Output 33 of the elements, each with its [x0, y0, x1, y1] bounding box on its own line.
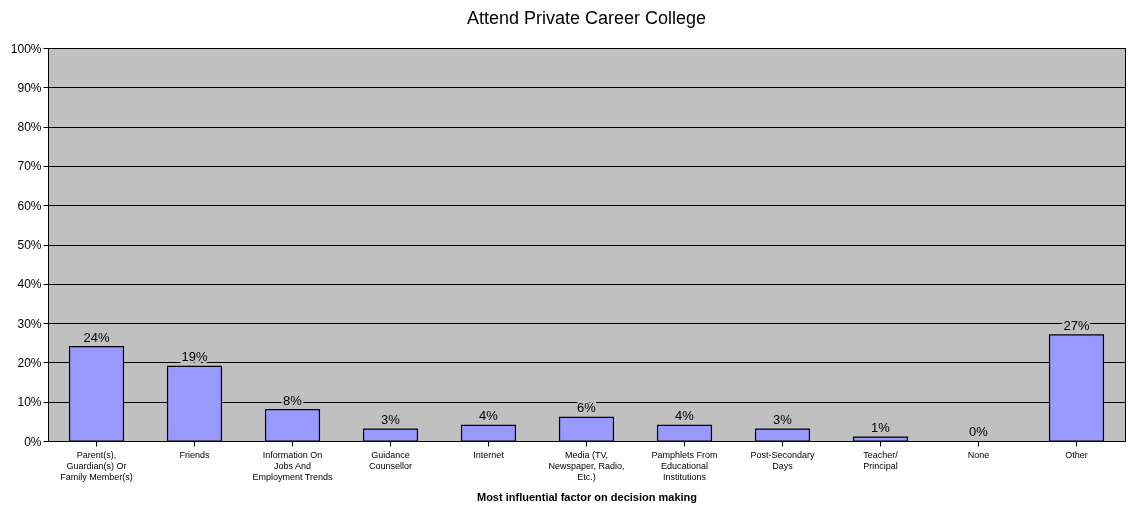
data-label: 4% — [675, 408, 695, 424]
x-tick-label: Internet — [473, 449, 505, 460]
y-tick-label: 70% — [17, 159, 42, 174]
x-tick-label: Teacher/ Principal — [863, 449, 899, 471]
data-label: 3% — [773, 412, 793, 428]
x-tick-label: Information On Jobs And Employment Trends — [252, 449, 334, 482]
x-tick-label: None — [967, 449, 990, 460]
chart-title: Attend Private Career College — [466, 8, 707, 28]
y-tick-label: 50% — [17, 238, 42, 252]
data-label: 19% — [181, 349, 208, 365]
y-tick-label: 30% — [17, 316, 42, 331]
data-label: 0% — [969, 424, 989, 439]
y-tick-label: 60% — [17, 198, 42, 213]
y-tick-label: 10% — [17, 395, 42, 410]
data-label: 1% — [871, 420, 891, 436]
y-tick-label: 90% — [17, 80, 42, 95]
y-tick-label: 100% — [10, 41, 42, 56]
x-tick-label: Friends — [179, 449, 211, 460]
x-tick-label: Post-Secondary Days — [750, 449, 816, 471]
x-axis-title: Most influential factor on decision making — [476, 490, 698, 503]
data-label: 6% — [577, 400, 597, 416]
data-label: 3% — [381, 412, 401, 428]
y-tick-label: 0% — [24, 434, 42, 449]
x-tick-label: Guidance Counsellor — [368, 449, 413, 471]
data-label: 4% — [479, 408, 499, 424]
x-tick-label: Pamphlets From Educational Institutions — [651, 449, 718, 482]
y-tick-label: 80% — [17, 120, 42, 135]
x-tick-label: Other — [1065, 449, 1088, 460]
data-label: 24% — [83, 329, 110, 345]
y-tick-label: 20% — [17, 355, 42, 370]
x-tick-label: Media (TV, Newspaper, Radio, Etc.) — [548, 449, 625, 482]
x-tick-label: Parent(s), Guardian(s) Or Family Member(s) — [60, 449, 133, 482]
y-tick-label: 40% — [17, 277, 42, 292]
